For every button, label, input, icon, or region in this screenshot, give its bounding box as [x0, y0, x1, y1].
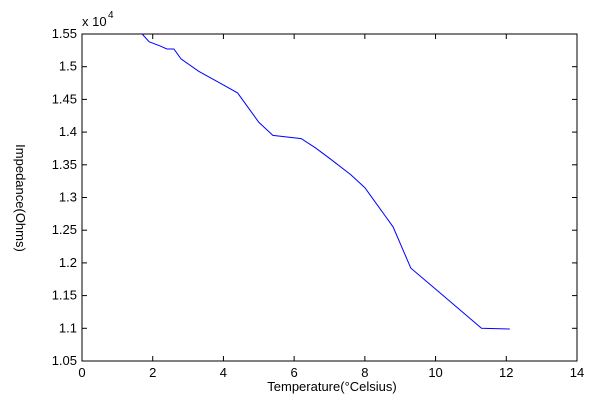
y-tick-label: 1.05: [52, 353, 77, 368]
y-axis-ticks: 1.05 1.1 1.15 1.2 1.25 1.3 1.35 1.4 1.45 1.5 1.55: [52, 26, 577, 368]
x-tick-label: 14: [570, 365, 584, 380]
x-tick-label: 6: [291, 365, 298, 380]
y-tick-label: 1.15: [52, 288, 77, 303]
y-multiplier-label: x 10: [82, 14, 107, 29]
y-tick-label: 1.35: [52, 157, 77, 172]
plot-area: [81, 33, 578, 362]
x-tick-label: 8: [361, 365, 368, 380]
y-axis-label: Impedance(Ohms): [13, 144, 28, 252]
x-tick-label: 12: [499, 365, 513, 380]
y-tick-label: 1.45: [52, 91, 77, 106]
y-tick-label: 1.55: [52, 26, 77, 41]
y-tick-label: 1.3: [59, 190, 77, 205]
y-tick-label: 1.1: [59, 320, 77, 335]
y-tick-label: 1.5: [59, 59, 77, 74]
y-tick-label: 1.2: [59, 255, 77, 270]
x-tick-label: 4: [220, 365, 227, 380]
y-exponent-label: 4: [108, 10, 114, 21]
x-tick-label: 2: [149, 365, 156, 380]
y-axis-label-text: Impedance(Ohms): [13, 144, 28, 252]
y-tick-label: 1.25: [52, 222, 77, 237]
y-tick-label: 1.4: [59, 124, 77, 139]
x-axis-label: Temperature(°Celsius): [267, 379, 396, 394]
x-axis-ticks: 0 2 4 6 8 10 12 14: [78, 34, 584, 380]
x-tick-label: 10: [428, 365, 442, 380]
x-tick-label: 0: [78, 365, 85, 380]
series-line: [141, 33, 510, 330]
